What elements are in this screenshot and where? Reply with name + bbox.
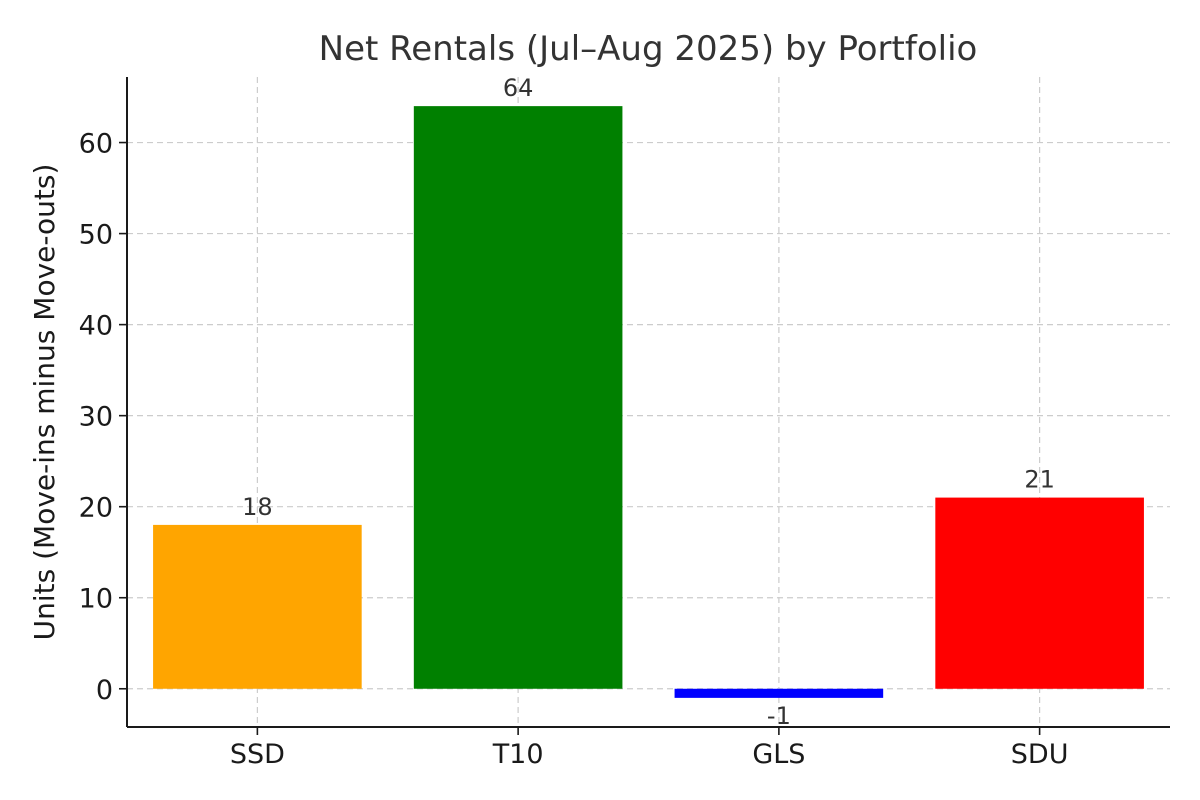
x-tick-label: T10 <box>492 739 544 770</box>
data-label: -1 <box>767 702 791 730</box>
x-tick-label: SDU <box>1011 739 1069 770</box>
y-tick-label: 40 <box>79 311 113 342</box>
y-tick-label: 50 <box>79 220 113 251</box>
y-tick-label: 0 <box>96 675 113 706</box>
x-tick-label: SSD <box>230 739 285 770</box>
data-label: 21 <box>1024 466 1055 494</box>
data-label: 64 <box>503 74 534 102</box>
axes: 0 10 20 30 40 50 60 SSD T10 GLS SDU <box>79 77 1170 770</box>
data-labels: 18 64 -1 21 <box>242 74 1055 730</box>
chart-title: Net Rentals (Jul–Aug 2025) by Portfolio <box>319 29 978 69</box>
y-tick-label: 20 <box>79 493 113 524</box>
bar-sdu <box>935 497 1144 689</box>
y-tick-label: 60 <box>79 129 113 160</box>
y-tick-label: 30 <box>79 402 113 433</box>
y-tick-label: 10 <box>79 584 113 615</box>
data-label: 18 <box>242 493 273 521</box>
x-tick-label: GLS <box>752 739 805 770</box>
bars <box>153 106 1144 698</box>
bar-t10 <box>413 106 623 689</box>
bar-ssd <box>153 524 362 689</box>
bar-gls <box>674 688 884 698</box>
y-axis-label: Units (Move-ins minus Move-outs) <box>28 164 61 641</box>
